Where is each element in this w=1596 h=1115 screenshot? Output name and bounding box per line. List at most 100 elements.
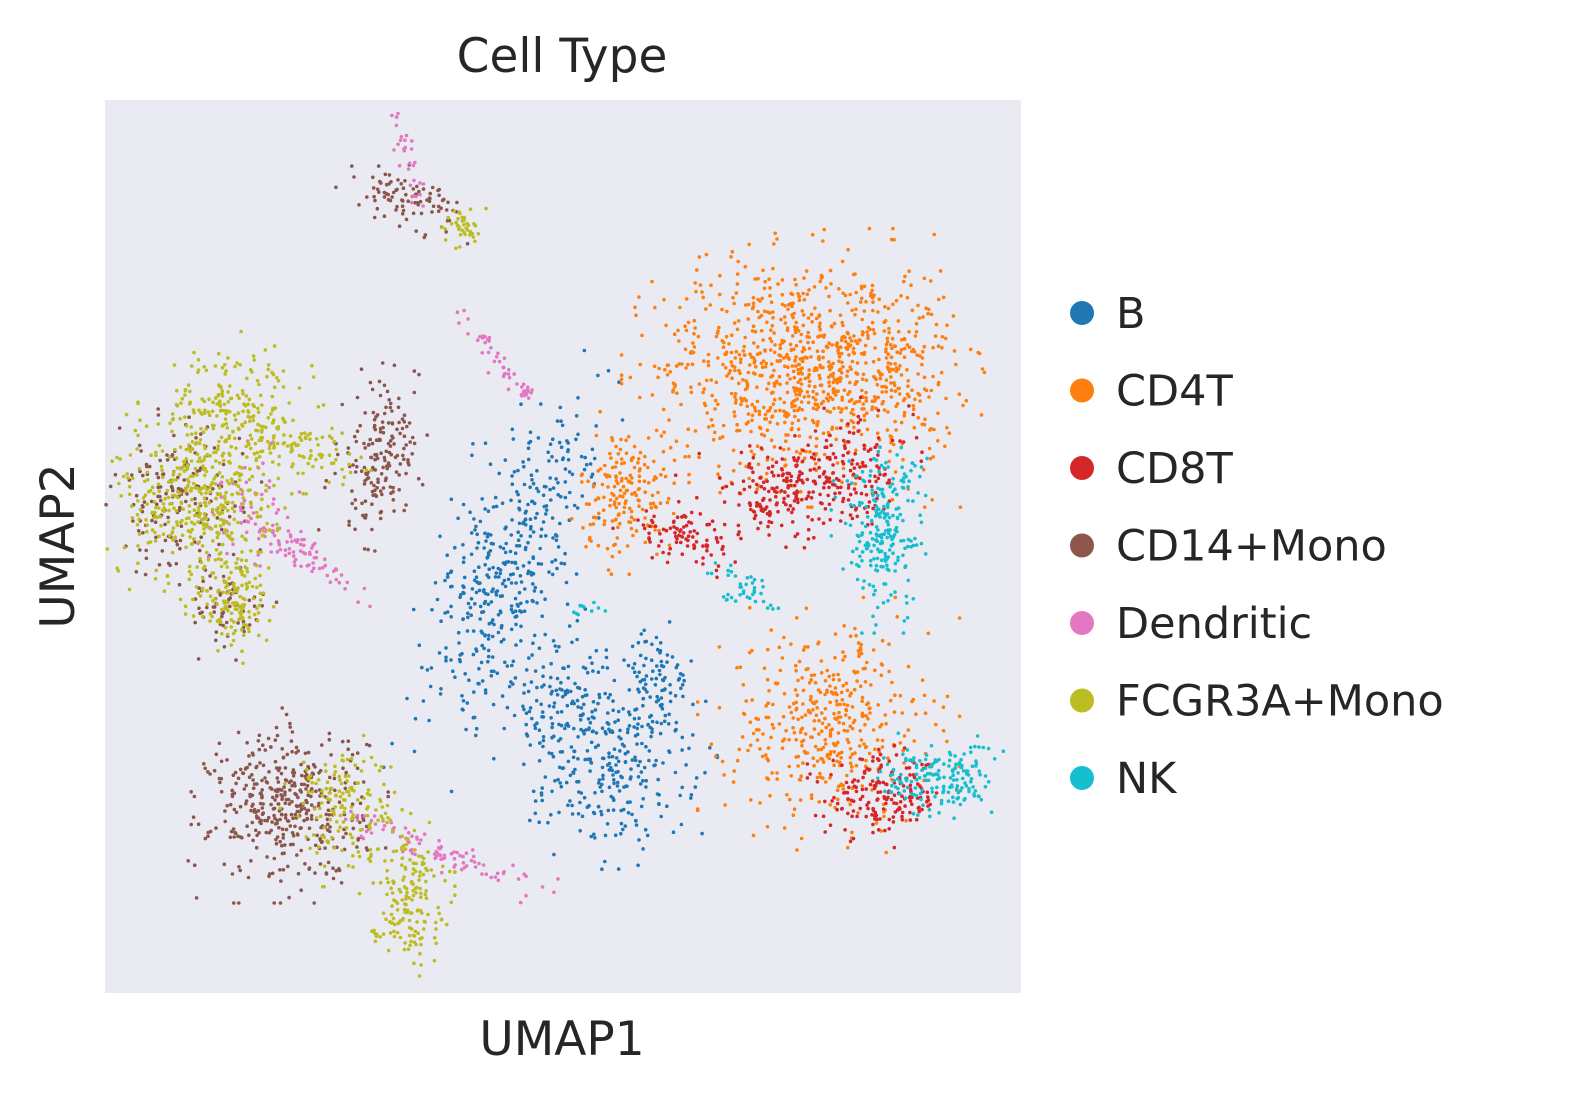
data-point	[797, 659, 802, 664]
data-point	[836, 731, 841, 735]
data-point	[553, 779, 557, 783]
data-point	[558, 781, 562, 785]
data-point	[673, 383, 677, 387]
data-point	[785, 476, 789, 481]
data-point	[181, 464, 186, 469]
data-point	[271, 502, 275, 506]
data-point	[174, 456, 179, 460]
data-point	[615, 536, 620, 540]
data-point	[384, 476, 388, 481]
data-point	[407, 421, 412, 425]
data-point	[303, 551, 308, 556]
data-point	[535, 469, 539, 473]
data-point	[534, 698, 539, 703]
data-point	[596, 469, 600, 473]
data-point	[495, 871, 500, 876]
data-point	[278, 901, 283, 905]
data-point	[373, 822, 378, 826]
data-point	[737, 491, 742, 496]
data-point	[355, 395, 360, 400]
data-point	[550, 454, 554, 459]
data-point	[551, 754, 556, 759]
data-point	[785, 390, 790, 395]
data-point	[108, 484, 113, 489]
data-point	[263, 818, 267, 823]
data-point	[362, 586, 367, 591]
data-point	[677, 339, 681, 343]
data-point	[860, 460, 865, 465]
data-point	[695, 268, 699, 272]
data-point	[483, 691, 488, 695]
data-point	[732, 769, 736, 773]
data-point	[220, 614, 224, 619]
data-point	[430, 185, 435, 190]
data-point	[236, 520, 240, 525]
data-point	[196, 505, 201, 510]
data-point	[449, 658, 453, 662]
data-point	[684, 366, 688, 370]
data-point	[501, 871, 506, 876]
data-point	[888, 362, 893, 366]
data-point	[462, 308, 466, 313]
data-point	[320, 840, 324, 844]
data-point	[733, 392, 738, 396]
data-point	[761, 268, 765, 273]
data-point	[892, 344, 897, 349]
data-point	[875, 464, 879, 468]
data-point	[653, 524, 658, 529]
data-point	[230, 531, 234, 535]
data-point	[206, 410, 211, 414]
data-point	[460, 694, 464, 698]
data-point	[633, 755, 637, 760]
data-point	[489, 875, 494, 880]
data-point	[483, 688, 488, 692]
data-point	[200, 588, 205, 592]
data-point	[809, 355, 813, 359]
data-point	[754, 716, 758, 721]
data-point	[706, 352, 711, 357]
data-point	[911, 412, 915, 417]
data-point	[241, 502, 245, 506]
data-point	[839, 338, 844, 343]
data-point	[280, 812, 284, 817]
data-point	[594, 424, 598, 428]
data-point	[775, 379, 779, 384]
data-point	[340, 739, 345, 744]
data-point	[860, 388, 864, 393]
data-point	[668, 699, 673, 704]
data-point	[390, 113, 394, 118]
data-point	[797, 406, 802, 411]
data-point	[852, 334, 856, 338]
data-point	[794, 355, 798, 359]
data-point	[902, 413, 907, 418]
data-point	[372, 215, 377, 220]
data-point	[221, 451, 226, 456]
data-point	[389, 180, 393, 184]
data-point	[515, 382, 519, 386]
data-point	[750, 648, 754, 653]
data-point	[440, 198, 445, 203]
data-point	[504, 541, 509, 546]
data-point	[276, 802, 281, 806]
data-point	[240, 835, 244, 840]
data-point	[290, 831, 295, 835]
data-point	[258, 564, 262, 568]
data-point	[685, 444, 690, 448]
data-point	[789, 774, 793, 778]
data-point	[812, 719, 817, 723]
data-point	[355, 464, 359, 469]
data-point	[795, 459, 799, 463]
data-point	[457, 321, 461, 325]
data-point	[261, 461, 265, 466]
data-point	[192, 863, 197, 867]
data-point	[166, 520, 171, 524]
data-point	[957, 392, 962, 397]
data-point	[208, 829, 213, 834]
data-point	[679, 822, 684, 827]
data-point	[793, 404, 797, 408]
data-point	[905, 368, 909, 372]
data-point	[474, 726, 479, 731]
data-point	[740, 735, 745, 739]
data-point	[377, 379, 382, 384]
data-point	[763, 365, 768, 369]
